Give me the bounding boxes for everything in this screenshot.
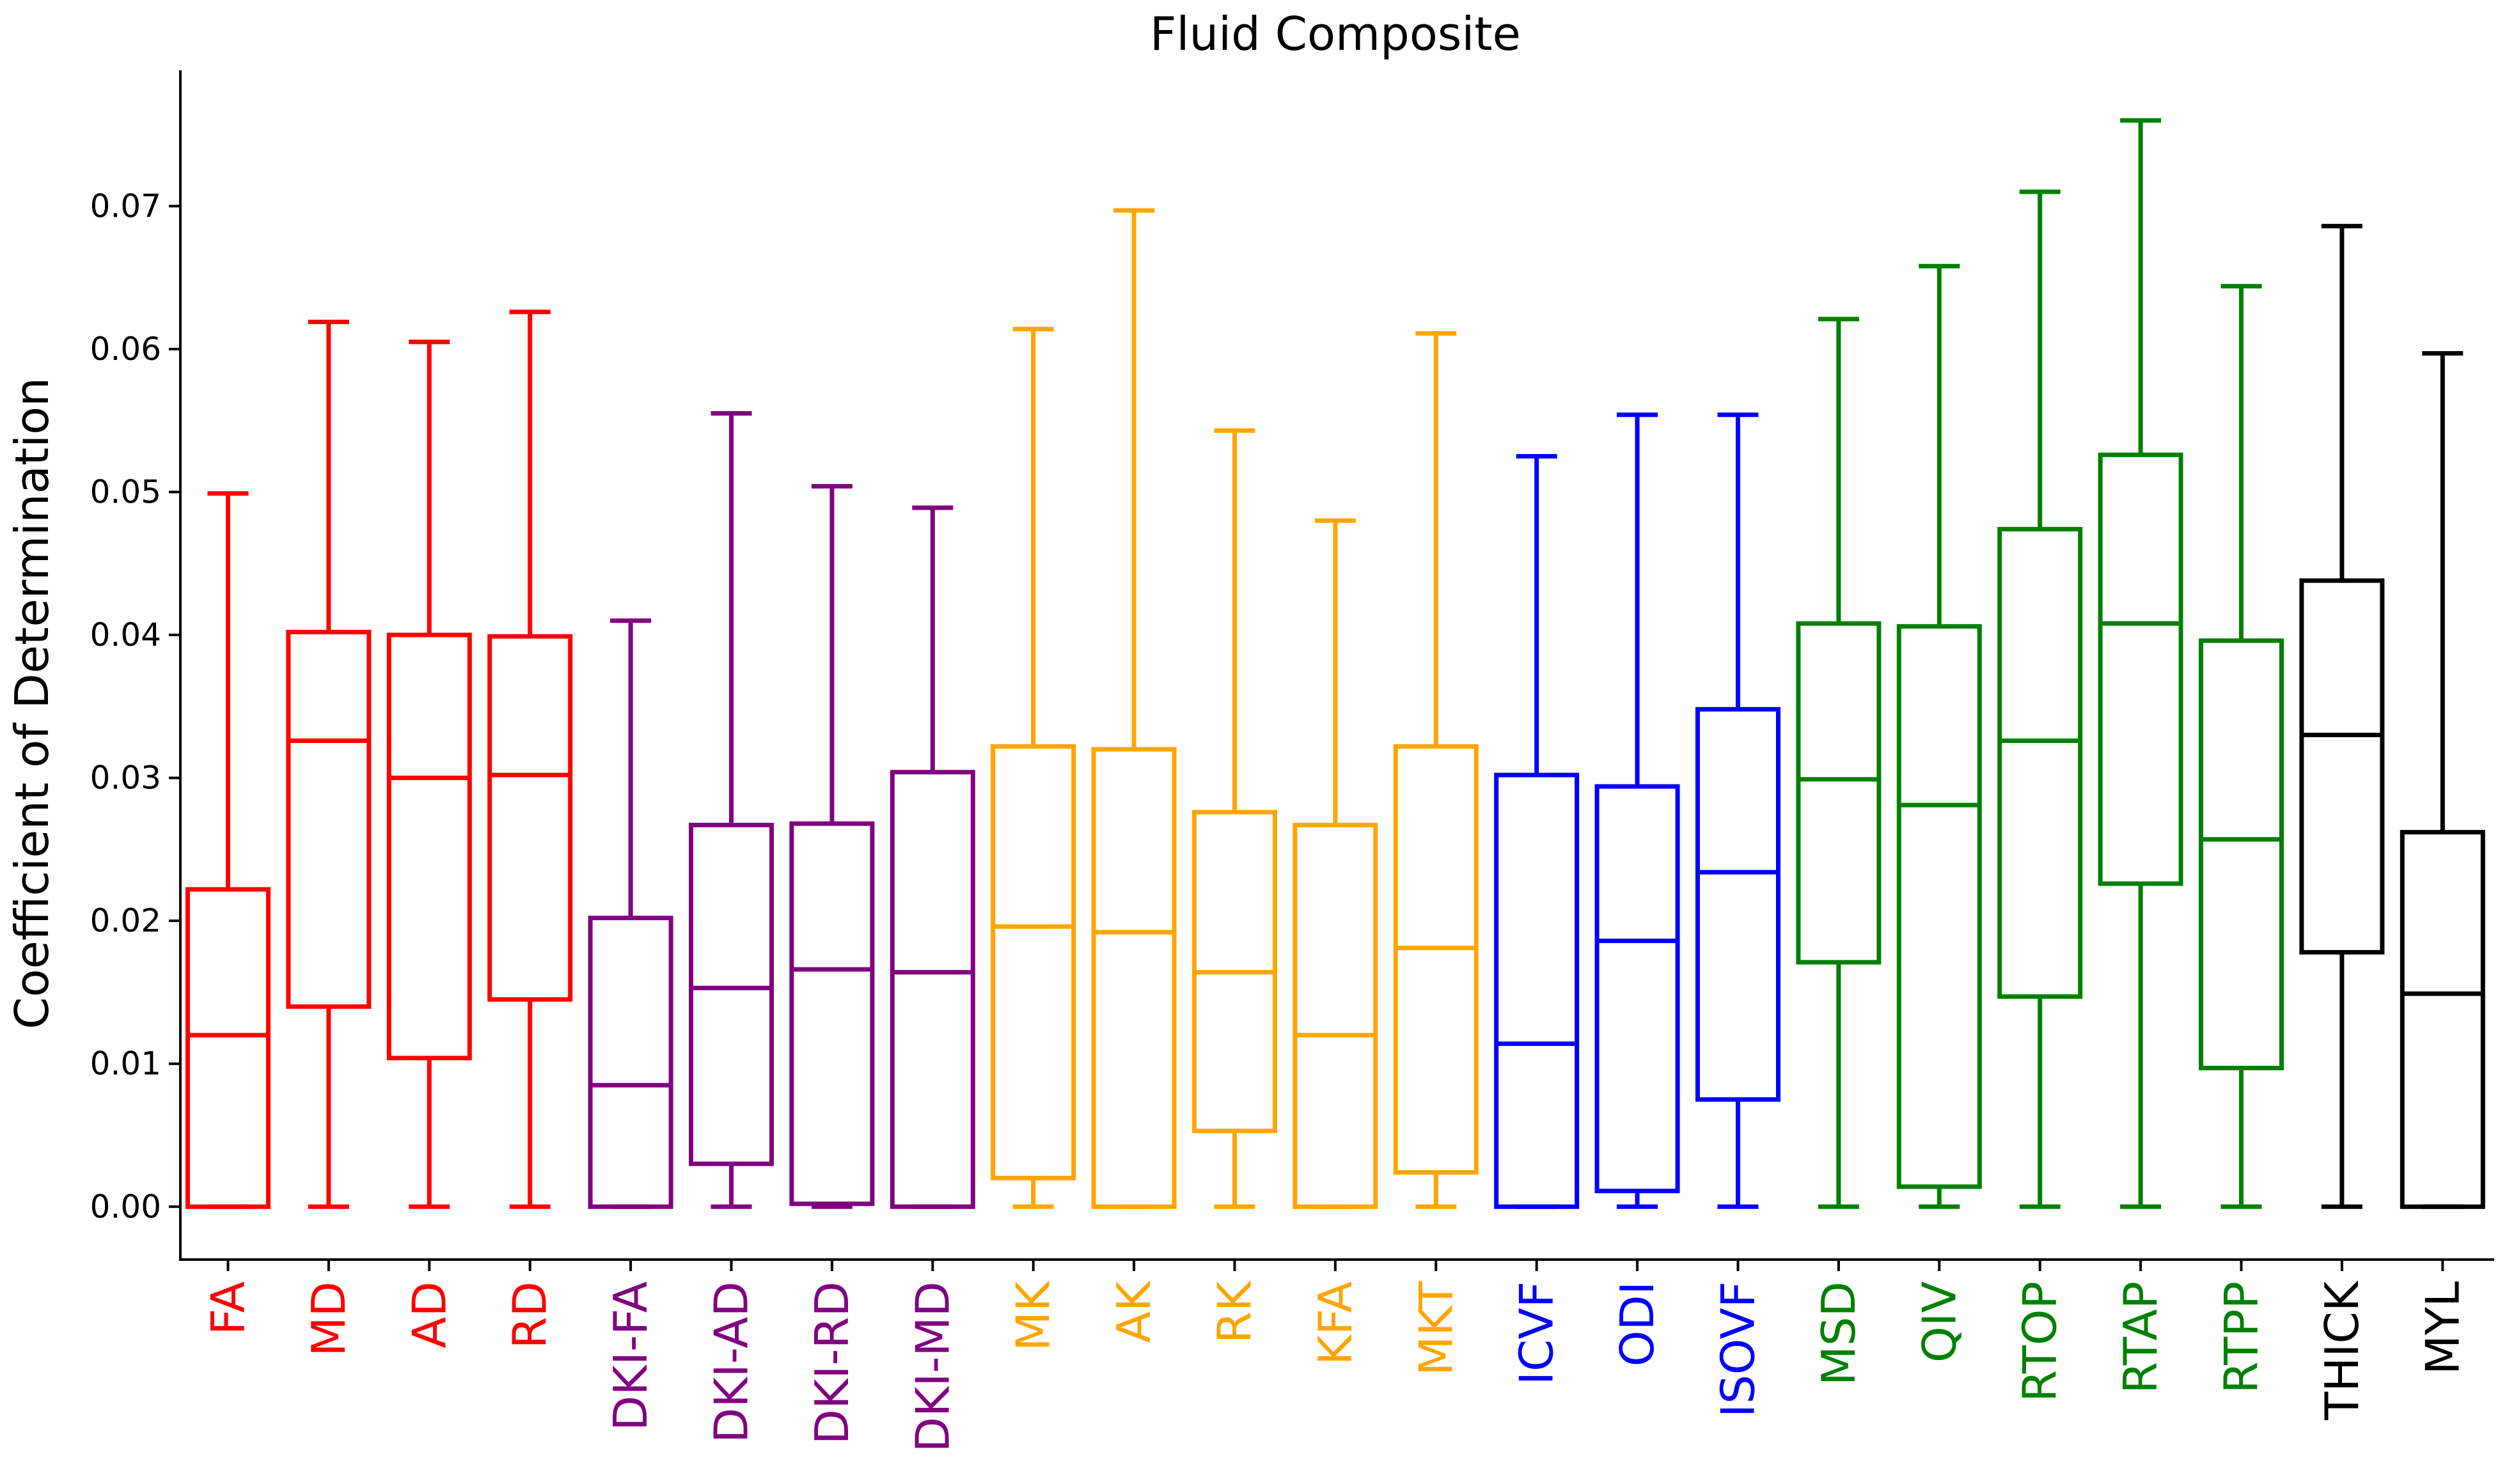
x-tick-label: MD (302, 1281, 356, 1357)
box-iqr (588, 916, 673, 1209)
x-tick-label: THICK (2315, 1280, 2369, 1421)
y-tick-label: 0.05 (90, 473, 161, 510)
y-tick-label: 0.07 (90, 187, 161, 224)
x-tick-label: AK (1107, 1280, 1161, 1343)
y-tick-label: 0.04 (90, 616, 161, 653)
box-iqr (2299, 578, 2385, 955)
box-iqr (2098, 452, 2183, 886)
x-tick-label: ISOVF (1711, 1281, 1765, 1418)
x-tick-label: RD (503, 1281, 557, 1348)
y-axis-label: Coefficient of Determination (5, 377, 59, 1029)
x-tick-label: DKI-RD (805, 1281, 859, 1444)
x-tick-label: ICVF (1510, 1281, 1564, 1385)
box-iqr (789, 821, 875, 1207)
y-tick-label: 0.01 (90, 1045, 161, 1082)
box-iqr (386, 632, 472, 1061)
box-iqr (286, 630, 372, 1009)
box-iqr (1997, 527, 2083, 999)
x-tick-label: MSD (1812, 1281, 1866, 1386)
box-iqr (1091, 747, 1177, 1209)
x-tick-label: MYL (2416, 1281, 2469, 1375)
box-iqr (1594, 784, 1680, 1194)
x-tick-label: DKI-MD (906, 1281, 959, 1452)
box-iqr (1393, 744, 1479, 1175)
box-iqr (2400, 830, 2485, 1209)
box-iqr (2199, 638, 2284, 1070)
box-iqr (1494, 772, 1580, 1209)
x-tick-label: AD (402, 1281, 456, 1348)
y-tick-label: 0.02 (90, 902, 161, 939)
box-iqr (185, 887, 271, 1209)
x-tick-label: RTPP (2215, 1281, 2268, 1394)
y-tick-label: 0.00 (90, 1188, 161, 1225)
box-iqr (890, 770, 975, 1209)
y-tick-label: 0.06 (90, 331, 161, 368)
box-iqr (991, 744, 1076, 1181)
x-tick-label: RTAP (2114, 1281, 2167, 1394)
box-iqr (1695, 707, 1780, 1102)
box-iqr (1293, 822, 1378, 1209)
x-tick-label: DKI-FA (604, 1281, 657, 1431)
box-iqr (689, 822, 774, 1166)
x-tick-label: RK (1208, 1280, 1262, 1343)
x-tick-label: QIV (1912, 1281, 1966, 1363)
x-tick-label: KFA (1309, 1281, 1362, 1365)
x-tick-label: MKT (1409, 1281, 1463, 1376)
box-iqr (1896, 624, 1982, 1189)
x-tick-label: ODI (1610, 1281, 1664, 1366)
box-iqr (487, 634, 573, 1002)
x-tick-label: MK (1007, 1280, 1060, 1351)
x-tick-label: FA (201, 1281, 255, 1335)
chart-title: Fluid Composite (1150, 7, 1521, 61)
box-iqr (1796, 621, 1882, 965)
plot-area: 0.00 0.01 0.02 0.03 0.04 0.05 0.06 0.07 FA MD AD RD… (90, 70, 2494, 1452)
y-tick-label: 0.03 (90, 760, 161, 797)
x-tick-label: RTOP (2013, 1281, 2067, 1402)
x-tick-label: DKI-AD (705, 1281, 758, 1443)
